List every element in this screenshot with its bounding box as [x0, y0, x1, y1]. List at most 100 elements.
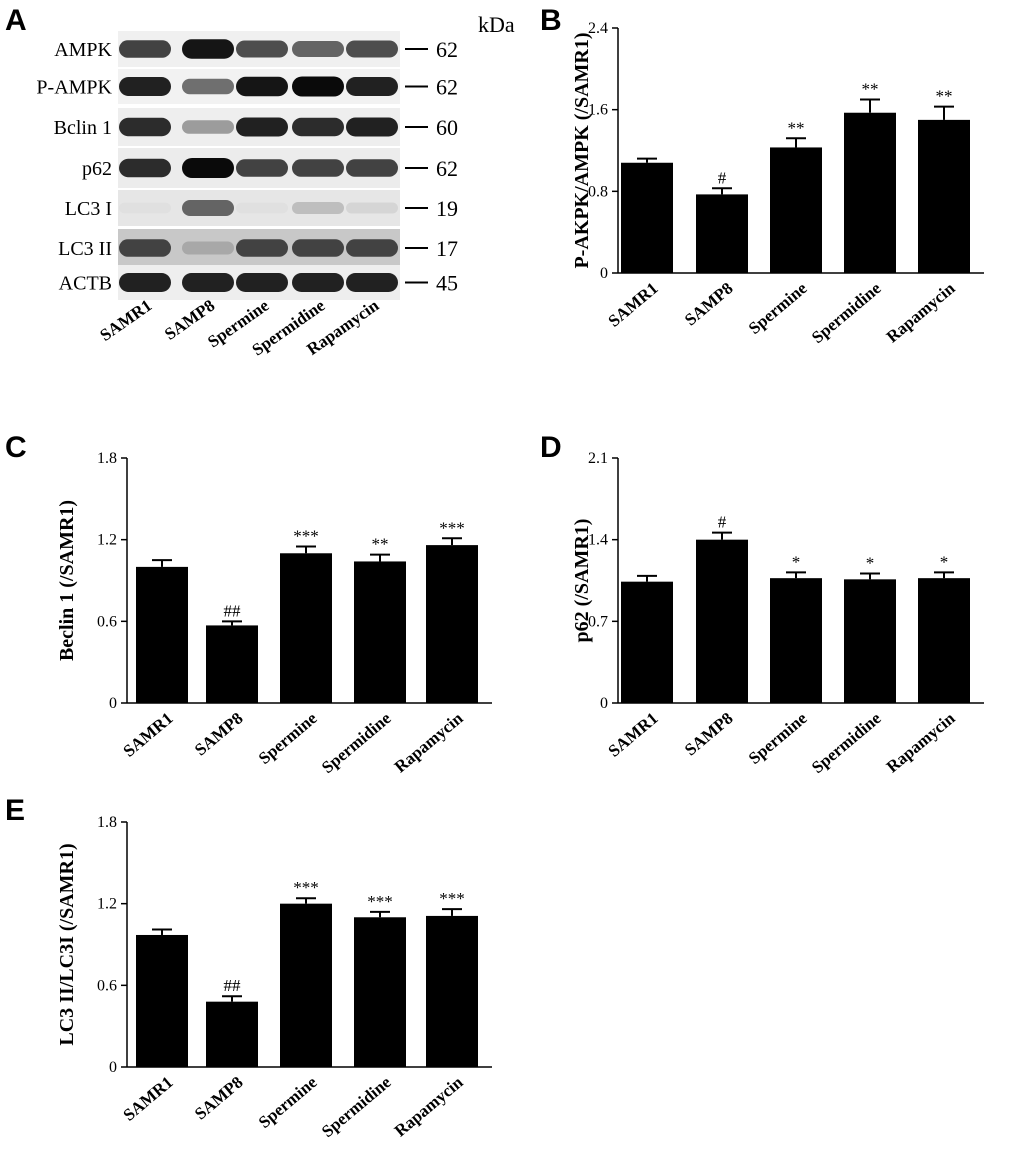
blot-row-p-ampk: P-AMPK 62	[36, 69, 458, 104]
bar-rapamycin	[426, 545, 478, 703]
blot-row-label: Bclin 1	[54, 117, 112, 139]
blot-row-lc3-ii: LC3 II 17	[58, 229, 458, 267]
y-tick-label: 2.4	[588, 20, 608, 37]
category-label: Rapamycin	[391, 1072, 467, 1140]
category-label: Spermine	[745, 278, 811, 338]
panel-letter-b: B	[540, 4, 562, 37]
blot-row-label: ACTB	[59, 273, 112, 295]
blot-lane-label: SAMR1	[96, 296, 155, 345]
y-tick-label: 0.7	[588, 613, 608, 630]
significance-label: ***	[367, 892, 393, 911]
significance-label: **	[936, 87, 953, 106]
significance-label: ***	[293, 526, 319, 545]
blot-band	[346, 202, 398, 214]
bar-spermidine	[354, 561, 406, 703]
bar-spermine	[770, 147, 822, 273]
bar-samr1	[136, 934, 188, 1067]
y-axis-label: Beclin 1 (/SAMR1)	[56, 500, 78, 661]
category-label: SAMR1	[119, 709, 176, 761]
blot-band	[119, 158, 171, 178]
y-tick-label: 1.8	[97, 450, 117, 467]
y-tick-label: 0	[109, 1059, 117, 1076]
blot-row-label: P-AMPK	[36, 77, 112, 99]
blot-band	[292, 202, 344, 214]
significance-label: **	[862, 79, 879, 98]
blot-band	[119, 273, 171, 292]
category-label: Rapamycin	[391, 708, 467, 776]
significance-label: #	[718, 168, 727, 187]
significance-label: ##	[224, 976, 242, 995]
y-tick-label: 0	[600, 265, 608, 282]
significance-label: **	[788, 118, 805, 137]
category-label: SAMR1	[604, 279, 661, 331]
kda-marker-value: 62	[436, 156, 458, 181]
kda-marker-value: 19	[436, 196, 458, 221]
blot-band	[236, 159, 288, 177]
y-tick-label: 1.4	[588, 532, 608, 549]
bar-rapamycin	[918, 578, 970, 703]
kda-marker-value: 60	[436, 115, 458, 140]
blot-band	[182, 78, 234, 95]
bar-samr1	[621, 581, 673, 703]
chart-panel-b: B 0 0.8 1.6 2.4P-AKPK/AMPK (/SAMR1) SAMR1 # SAM…	[540, 4, 984, 347]
panel-letter-c: C	[5, 431, 27, 464]
y-tick-label: 1.6	[588, 102, 608, 119]
blot-row-label: LC3 II	[58, 238, 112, 260]
bar-samp8	[206, 1001, 258, 1067]
category-label: Spermine	[255, 708, 321, 768]
blot-band	[182, 273, 234, 292]
y-axis-label: p62 (/SAMR1)	[571, 519, 593, 643]
blot-band	[236, 239, 288, 257]
blot-band	[292, 117, 344, 137]
y-tick-label: 1.8	[97, 814, 117, 831]
blot-band	[346, 40, 398, 58]
panel-letter-e: E	[5, 794, 25, 827]
bar-spermine	[770, 578, 822, 703]
bar-samr1	[621, 162, 673, 273]
blot-band	[236, 117, 288, 137]
panel-letter-d: D	[540, 431, 562, 464]
bar-spermine	[280, 903, 332, 1067]
blot-band	[236, 40, 288, 58]
bar-spermidine	[844, 112, 896, 274]
blot-band	[346, 117, 398, 137]
category-label: Spermine	[745, 708, 811, 768]
blot-band	[292, 159, 344, 177]
blot-row-p62: p62 62	[82, 148, 458, 188]
blot-band	[236, 273, 288, 292]
y-tick-label: 1.2	[97, 896, 117, 913]
blot-band	[292, 76, 344, 97]
significance-label: *	[792, 552, 801, 571]
category-label: SAMR1	[604, 709, 661, 761]
category-label: SAMP8	[681, 279, 737, 330]
blot-row-bclin-1: Bclin 1 60	[54, 108, 458, 146]
kda-marker-value: 62	[436, 75, 458, 100]
category-label: Spermidine	[808, 708, 885, 777]
y-axis-label: LC3 II/LC3I (/SAMR1)	[56, 843, 78, 1045]
chart-panel-c: C 0 0.6 1.2 1.8 Beclin 1 (/SAMR1) SAMR1 ## SAMP8…	[5, 431, 492, 777]
y-axis-label: P-AKPK/AMPK (/SAMR1)	[571, 32, 593, 268]
blot-band	[292, 273, 344, 292]
blot-band	[236, 76, 288, 97]
significance-label: #	[718, 513, 727, 532]
bar-rapamycin	[426, 915, 478, 1067]
bar-samp8	[696, 194, 748, 273]
blot-row-actb: ACTB 45	[59, 265, 458, 300]
chart-panel-e: E 0 0.6 1.2 1.8 LC3 II/LC3I (/SAMR1) SAMR1 ## SA…	[5, 794, 492, 1141]
category-label: Spermidine	[318, 708, 395, 777]
significance-label: **	[372, 535, 389, 554]
bar-samr1	[136, 566, 188, 703]
blot-band	[346, 273, 398, 292]
significance-label: ***	[439, 518, 465, 537]
category-label: Rapamycin	[883, 708, 959, 776]
blot-band	[292, 41, 344, 57]
blot-band	[182, 120, 234, 134]
blot-row-label: AMPK	[54, 39, 112, 61]
y-tick-label: 0	[109, 695, 117, 712]
blot-band	[119, 117, 171, 137]
y-tick-label: 0.8	[588, 183, 608, 200]
bar-spermidine	[354, 917, 406, 1067]
bar-spermidine	[844, 579, 896, 703]
bar-samp8	[206, 625, 258, 703]
